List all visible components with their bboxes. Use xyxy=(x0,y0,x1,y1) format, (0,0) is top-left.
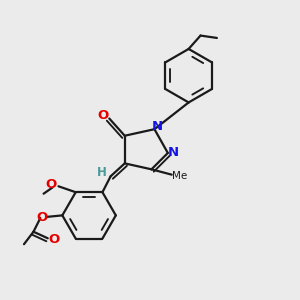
Text: N: N xyxy=(152,120,163,133)
Text: O: O xyxy=(45,178,57,191)
Text: N: N xyxy=(168,146,179,159)
Text: O: O xyxy=(36,211,47,224)
Text: O: O xyxy=(49,233,60,246)
Text: O: O xyxy=(97,109,108,122)
Text: Me: Me xyxy=(172,171,188,181)
Text: H: H xyxy=(97,166,106,179)
